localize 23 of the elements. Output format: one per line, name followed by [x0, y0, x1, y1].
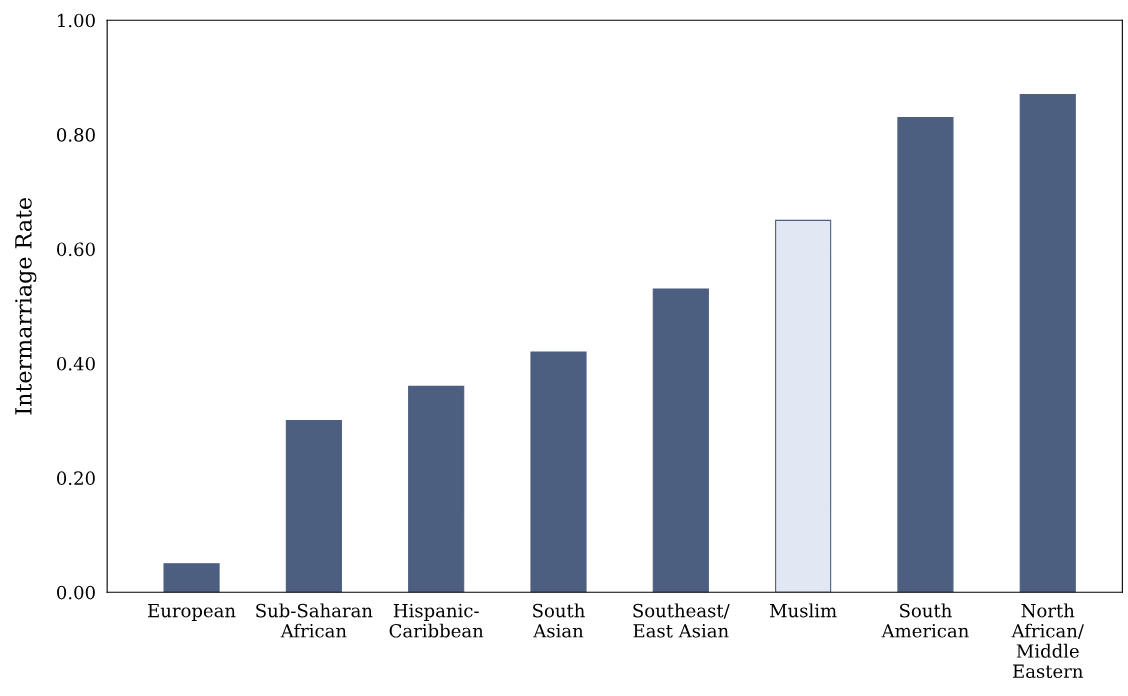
x-tick-label: South American [881, 603, 969, 638]
bar [897, 116, 954, 593]
y-tick-label: 0.80 [57, 128, 95, 142]
y-tick-label: 1.00 [58, 13, 95, 28]
x-tick-label: European [148, 603, 236, 621]
bar [163, 563, 220, 593]
x-tick-label: Muslim [770, 603, 837, 618]
bar [775, 219, 832, 593]
y-tick-label: 0.00 [57, 585, 95, 600]
bar [652, 288, 709, 593]
y-tick-label: 0.40 [57, 356, 95, 371]
x-tick-label: Southeast/ East Asian [633, 603, 730, 638]
x-tick-label: Hispanic- Caribbean [389, 603, 484, 638]
x-tick-label: Sub-Saharan African [256, 603, 373, 638]
y-tick-label: 0.20 [57, 471, 95, 485]
y-axis-title: Intermarriage Rate [15, 197, 37, 415]
bar [530, 351, 587, 593]
bar [1019, 94, 1076, 593]
y-tick-label: 0.60 [57, 242, 95, 257]
bar [408, 385, 465, 593]
x-tick-label: South Asian [533, 603, 585, 638]
bar [285, 420, 342, 593]
x-tick-label: North African/ Middle Eastern [1011, 603, 1084, 679]
